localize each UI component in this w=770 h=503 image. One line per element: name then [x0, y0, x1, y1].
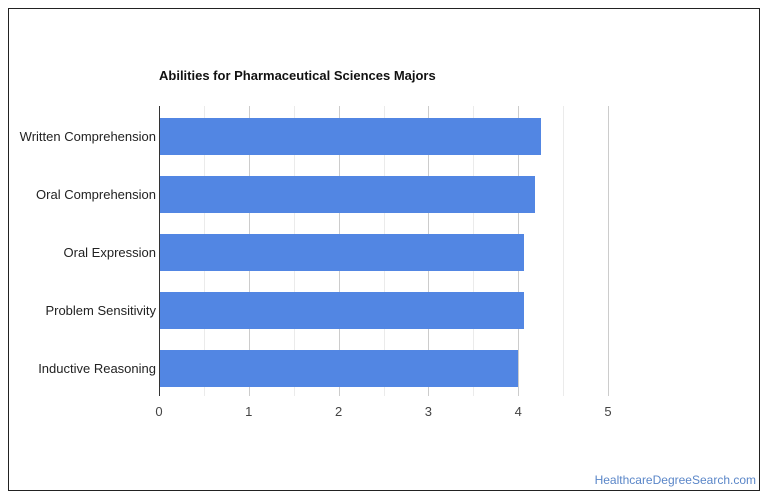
- source-credit[interactable]: HealthcareDegreeSearch.com: [594, 473, 756, 487]
- x-tick-label: 0: [155, 404, 163, 419]
- x-tick-label: 3: [424, 404, 433, 419]
- category-label: Oral Expression: [63, 245, 156, 260]
- bar[interactable]: [159, 118, 541, 155]
- x-tick-label: 4: [514, 404, 522, 419]
- plot-area: [159, 106, 609, 396]
- chart-title: Abilities for Pharmaceutical Sciences Ma…: [159, 68, 436, 83]
- x-tick-label: 1: [245, 404, 253, 419]
- category-label: Inductive Reasoning: [38, 361, 156, 376]
- bar[interactable]: [159, 176, 536, 213]
- x-tick-label: 5: [604, 404, 612, 419]
- bar[interactable]: [159, 234, 524, 271]
- category-label: Written Comprehension: [19, 129, 156, 144]
- category-label: Oral Comprehension: [36, 187, 156, 202]
- bar[interactable]: [159, 292, 524, 329]
- x-tick-label: 2: [334, 404, 343, 419]
- gridline: [608, 106, 609, 396]
- y-axis-line: [159, 106, 160, 396]
- bar[interactable]: [159, 350, 519, 387]
- gridline: [563, 106, 565, 396]
- category-label: Problem Sensitivity: [45, 303, 156, 318]
